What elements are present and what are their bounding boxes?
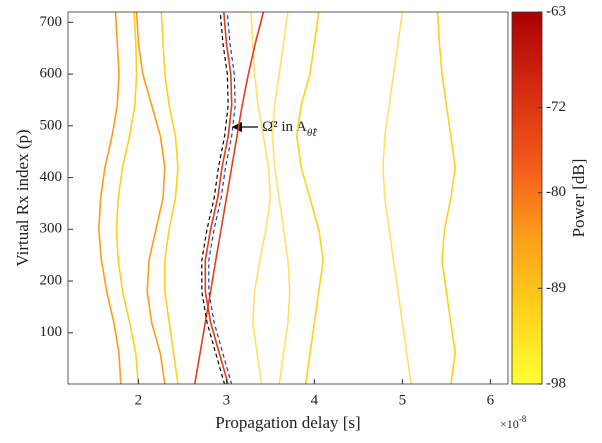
colorbar-tick-label: -89 — [546, 280, 566, 296]
plot-traces — [97, 12, 457, 384]
colorbar-tick-label: -98 — [546, 375, 566, 391]
x-axis-label: Propagation delay [s] — [215, 413, 360, 432]
colorbar-label: Power [dB] — [569, 159, 588, 238]
y-tick-label: 600 — [40, 66, 63, 82]
x-tick-label: 3 — [223, 392, 231, 408]
x-multiplier: ×10-8 — [500, 414, 527, 431]
y-tick-label: 200 — [40, 272, 63, 288]
trace — [193, 12, 265, 384]
trace — [436, 12, 457, 384]
y-tick-label: 300 — [40, 221, 63, 237]
trace — [208, 12, 236, 384]
y-tick-label: 700 — [40, 14, 63, 30]
annotation: Ω̂² in Aθ̂ℓ — [262, 119, 317, 138]
x-multiplier-exp: -8 — [519, 414, 527, 424]
colorbar-tick-label: -72 — [546, 99, 566, 115]
x-tick-label: 4 — [311, 392, 319, 408]
colorbar — [511, 11, 543, 385]
y-axis-label: Virtual Rx index (p) — [13, 129, 32, 266]
y-tick-label: 400 — [40, 169, 63, 185]
trace — [271, 12, 291, 384]
trace — [201, 12, 229, 384]
trace — [135, 12, 166, 384]
trace — [382, 12, 412, 384]
trace — [160, 12, 179, 384]
trace — [295, 12, 325, 384]
trace — [250, 12, 272, 384]
x-tick-label: 2 — [135, 392, 143, 408]
plot-frame — [67, 11, 509, 385]
trace — [97, 12, 122, 384]
annotation-subscript: θ̂ℓ — [307, 127, 317, 139]
x-multiplier-base: ×10 — [500, 417, 519, 431]
colorbar-tick-label: -80 — [546, 184, 566, 200]
y-tick-label: 500 — [40, 117, 63, 133]
annotation-text: Ω̂² in A — [262, 119, 307, 135]
x-tick-label: 6 — [487, 392, 495, 408]
trace — [204, 12, 233, 384]
x-tick-label: 5 — [399, 392, 407, 408]
colorbar-tick-label: -63 — [546, 3, 566, 19]
y-tick-label: 100 — [40, 324, 63, 340]
trace — [115, 12, 140, 384]
